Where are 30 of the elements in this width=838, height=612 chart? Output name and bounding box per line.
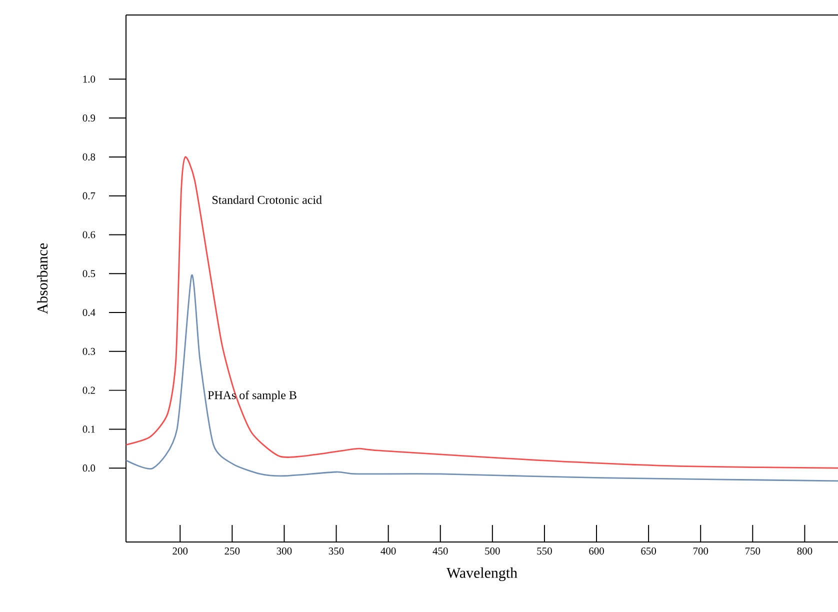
x-tick-label: 350 [328,548,344,555]
x-tick-label: 200 [172,548,188,555]
x-tick-label: 450 [432,548,448,555]
x-tick-label: 600 [589,548,604,555]
series-label: Standard Crotonic acid [212,196,322,204]
x-tick-label: 400 [380,548,396,555]
y-tick-label: 0.5 [82,270,96,278]
x-tick-label: 250 [224,548,240,555]
series-label: PHAs of sample B [208,390,296,402]
y-tick-label: 0.9 [82,114,96,122]
y-tick-label: 1.0 [83,76,96,83]
y-tick-label: 0.1 [82,426,95,433]
y-tick-label: 0.3 [82,348,96,355]
x-tick-label: 700 [693,548,708,555]
x-tick-label: 550 [537,548,552,555]
line-series [126,156,838,469]
y-tick-label: 0.2 [82,386,95,394]
y-tick-label: 0.6 [82,231,96,238]
x-tick-label: 750 [745,548,760,555]
x-tick-label: 300 [276,548,292,555]
y-tick-label: 0.8 [82,153,96,160]
x-tick-label: 800 [797,548,812,555]
x-tick-label: 650 [641,548,656,555]
y-tick-label: 0.0 [82,464,96,472]
line-series [126,274,838,482]
y-tick-label: 0.4 [82,308,96,316]
x-axis-title: Wavelength [446,567,518,582]
x-tick-label: 500 [485,548,500,555]
y-tick-label: 0.7 [82,192,96,200]
y-axis-title: Absorbance [37,243,48,314]
